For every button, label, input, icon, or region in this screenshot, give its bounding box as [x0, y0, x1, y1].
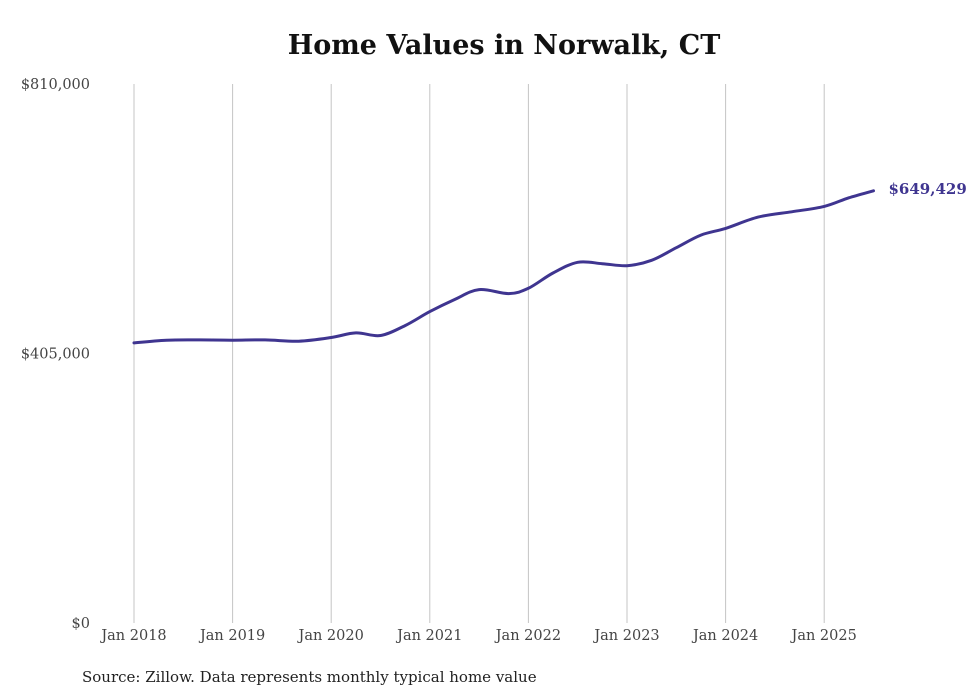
end-value-label-layer: $649,429 — [889, 180, 967, 198]
y-tick-label: $405,000 — [21, 347, 90, 363]
x-tick-label: Jan 2025 — [790, 628, 857, 644]
x-tick-label: Jan 2020 — [297, 628, 364, 644]
x-axis-tick-labels: Jan 2018 Jan 2019 Jan 2020 Jan 2021 Jan 2022… — [99, 628, 857, 644]
x-tick-label: Jan 2023 — [592, 628, 659, 644]
x-tick-label: Jan 2022 — [494, 628, 561, 644]
x-tick-label: Jan 2018 — [99, 628, 166, 644]
chart-title: Home Values in Norwalk, CT — [287, 30, 721, 61]
x-tick-label: Jan 2024 — [691, 628, 758, 644]
series-layer — [132, 189, 875, 345]
x-tick-label: Jan 2019 — [198, 628, 265, 644]
source-note: Source: Zillow. Data represents monthly … — [82, 668, 537, 686]
y-tick-label: $810,000 — [21, 77, 90, 93]
end-value-label: $649,429 — [889, 180, 967, 198]
y-tick-label: $0 — [72, 616, 90, 632]
y-axis-tick-labels: $0 $405,000 $810,000 — [21, 77, 90, 632]
x-tick-label: Jan 2021 — [395, 628, 462, 644]
series-line — [132, 189, 875, 345]
vertical-gridlines — [133, 84, 825, 623]
